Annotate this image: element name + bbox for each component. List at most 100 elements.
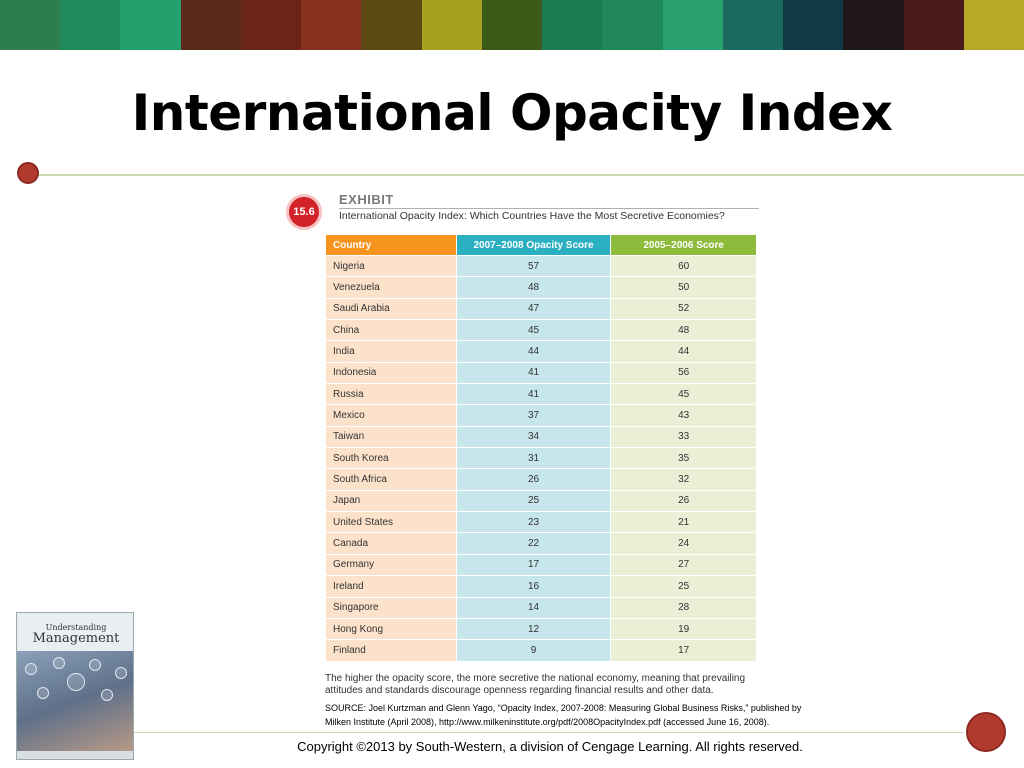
table-note: The higher the opacity score, the more s… — [325, 673, 746, 696]
table-row: China 45 48 — [325, 319, 757, 342]
score-2005-2006-cell: 50 — [610, 276, 757, 299]
copyright-notice: Copyright ©2013 by South-Western, a divi… — [297, 739, 803, 754]
score-2007-2008-cell: 37 — [455, 404, 612, 427]
book-cover-header — [17, 613, 133, 651]
country-cell: Venezuela — [325, 276, 457, 299]
table-row: Finland 9 17 — [325, 639, 757, 662]
table-row: Hong Kong 12 19 — [325, 617, 757, 641]
table-row: Taiwan 34 33 — [325, 425, 757, 449]
score-2007-2008-cell: 34 — [455, 425, 612, 449]
table-row: South Korea 31 35 — [325, 447, 757, 470]
country-cell: United States — [325, 511, 457, 534]
score-2007-2008-cell: 14 — [455, 596, 612, 619]
header-country: Country — [325, 234, 457, 256]
score-2007-2008-cell: 45 — [455, 319, 612, 342]
color-band-block — [180, 0, 241, 50]
book-title-line-1: Understanding — [45, 623, 107, 632]
corner-decoration — [966, 712, 1006, 752]
score-2005-2006-cell: 24 — [610, 532, 757, 555]
score-2005-2006-cell: 27 — [610, 553, 757, 577]
score-2007-2008-cell: 26 — [455, 468, 612, 491]
title-divider — [30, 174, 1024, 176]
table-row: Singapore 14 28 — [325, 596, 757, 619]
table-row: Saudi Arabia 47 52 — [325, 297, 757, 321]
score-2007-2008-cell: 25 — [455, 489, 612, 513]
color-band-block — [783, 0, 844, 50]
table-header-row: Country 2007–2008 Opacity Score 2005–200… — [325, 234, 757, 256]
table-row: Japan 25 26 — [325, 489, 757, 513]
score-2005-2006-cell: 19 — [610, 617, 757, 641]
country-cell: South Korea — [325, 447, 457, 470]
score-2005-2006-cell: 43 — [610, 404, 757, 427]
book-cover-photo — [17, 651, 133, 751]
country-cell: Singapore — [325, 596, 457, 619]
score-2007-2008-cell: 23 — [455, 511, 612, 534]
table-row: United States 23 21 — [325, 511, 757, 534]
table-row: Canada 22 24 — [325, 532, 757, 555]
country-cell: Nigeria — [325, 254, 457, 278]
exhibit-rule — [339, 208, 759, 209]
network-node-icon — [89, 659, 101, 671]
table-row: Germany 17 27 — [325, 553, 757, 577]
color-band-block — [542, 0, 603, 50]
color-band-block — [421, 0, 482, 50]
score-2005-2006-cell: 26 — [610, 489, 757, 513]
score-2005-2006-cell: 21 — [610, 511, 757, 534]
exhibit-number-badge: 15.6 — [286, 194, 322, 230]
score-2007-2008-cell: 48 — [455, 276, 612, 299]
decorative-color-band — [0, 0, 1024, 50]
country-cell: China — [325, 319, 457, 342]
color-band-block — [843, 0, 904, 50]
color-band-block — [0, 0, 61, 50]
country-cell: Canada — [325, 532, 457, 555]
country-cell: Germany — [325, 553, 457, 577]
score-2007-2008-cell: 31 — [455, 447, 612, 470]
divider-bullet — [17, 162, 39, 184]
score-2005-2006-cell: 28 — [610, 596, 757, 619]
score-2007-2008-cell: 17 — [455, 553, 612, 577]
exhibit-caption: International Opacity Index: Which Count… — [339, 210, 725, 222]
country-cell: South Africa — [325, 468, 457, 491]
score-2007-2008-cell: 47 — [455, 297, 612, 321]
source-line-2: Milken Institute (April 2008), http://ww… — [325, 717, 770, 727]
country-cell: Taiwan — [325, 425, 457, 449]
country-cell: Russia — [325, 383, 457, 406]
table-row: Venezuela 48 50 — [325, 276, 757, 299]
table-row: Nigeria 57 60 — [325, 254, 757, 278]
table-row: Ireland 16 25 — [325, 575, 757, 598]
score-2007-2008-cell: 12 — [455, 617, 612, 641]
score-2005-2006-cell: 56 — [610, 361, 757, 385]
color-band-block — [963, 0, 1024, 50]
country-cell: Indonesia — [325, 361, 457, 385]
color-band-block — [903, 0, 964, 50]
color-band-block — [301, 0, 362, 50]
score-2005-2006-cell: 44 — [610, 340, 757, 363]
country-cell: Hong Kong — [325, 617, 457, 641]
score-2005-2006-cell: 52 — [610, 297, 757, 321]
score-2007-2008-cell: 41 — [455, 383, 612, 406]
book-title-line-2: Management — [32, 631, 120, 646]
score-2005-2006-cell: 17 — [610, 639, 757, 662]
score-2005-2006-cell: 33 — [610, 425, 757, 449]
table-row: South Africa 26 32 — [325, 468, 757, 491]
network-node-icon — [101, 689, 113, 701]
score-2007-2008-cell: 57 — [455, 254, 612, 278]
source-line-1: SOURCE: Joel Kurtzman and Glenn Yago, “O… — [325, 703, 802, 713]
score-2005-2006-cell: 45 — [610, 383, 757, 406]
country-cell: Finland — [325, 639, 457, 662]
book-cover-image: Understanding Management — [16, 612, 134, 760]
exhibit-label: EXHIBIT — [339, 192, 394, 207]
network-node-icon — [25, 663, 37, 675]
network-node-icon — [53, 657, 65, 669]
header-2005-2006-score: 2005–2006 Score — [610, 234, 757, 256]
network-node-icon — [37, 687, 49, 699]
network-node-icon — [115, 667, 127, 679]
score-2005-2006-cell: 35 — [610, 447, 757, 470]
color-band-block — [120, 0, 181, 50]
network-node-icon — [67, 673, 85, 691]
table-row: Indonesia 41 56 — [325, 361, 757, 385]
country-cell: Japan — [325, 489, 457, 513]
country-cell: Saudi Arabia — [325, 297, 457, 321]
footer-divider — [134, 732, 964, 733]
score-2007-2008-cell: 41 — [455, 361, 612, 385]
